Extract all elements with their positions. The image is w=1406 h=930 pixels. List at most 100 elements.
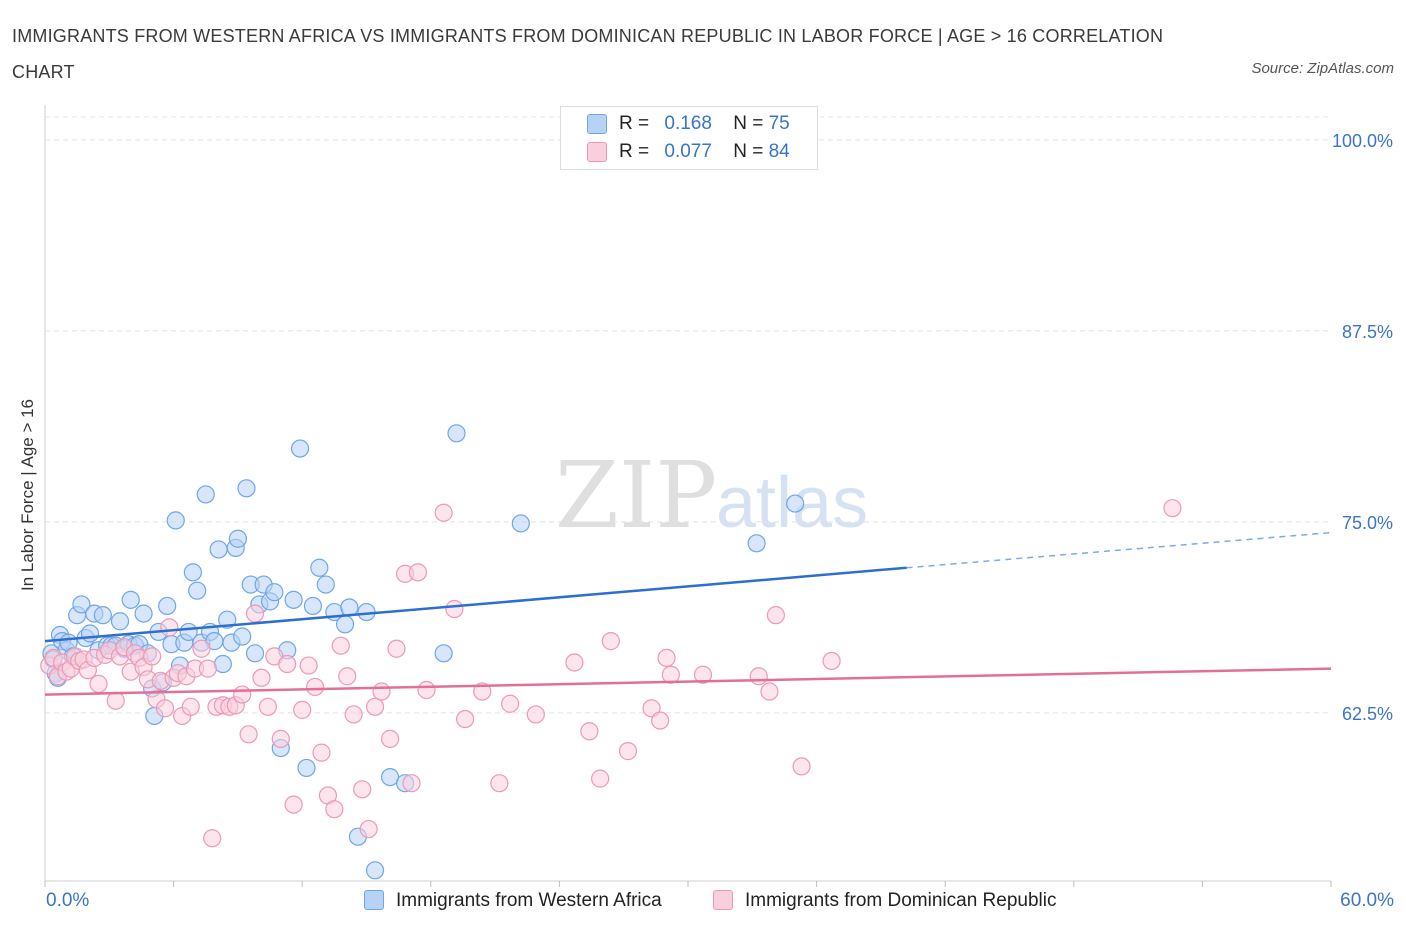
point-dominican-republic: [434, 503, 453, 522]
point-dominican-republic: [651, 711, 670, 730]
point-western-africa: [245, 644, 265, 663]
point-dominican-republic: [271, 729, 290, 748]
point-western-africa: [434, 644, 453, 663]
legend-r-value: 0.168: [664, 113, 712, 134]
point-dominican-republic: [501, 694, 520, 713]
point-dominican-republic: [473, 682, 492, 701]
legend-r-label: R =: [619, 141, 650, 162]
point-dominican-republic: [657, 648, 676, 668]
watermark: ZIP atlas: [555, 442, 868, 549]
legend-n-label: N =: [733, 113, 764, 134]
y-tick-labels: 100.0% 87.5% 75.0% 62.5%: [1332, 131, 1393, 724]
point-western-africa: [297, 758, 316, 778]
point-dominican-republic: [408, 563, 428, 582]
point-dominican-republic: [160, 618, 179, 637]
point-western-africa: [335, 615, 355, 634]
point-western-africa: [290, 439, 310, 458]
point-western-africa: [786, 494, 805, 513]
point-western-africa: [218, 610, 237, 629]
y-tick-label: 75.0%: [1342, 513, 1393, 533]
point-western-africa: [72, 595, 91, 614]
legend-n-value: 75: [768, 113, 790, 134]
y-tick-label: 100.0%: [1332, 131, 1393, 151]
point-dominican-republic: [331, 636, 350, 655]
point-dominican-republic: [252, 668, 271, 687]
data-points: [40, 424, 1182, 880]
point-western-africa: [365, 861, 385, 880]
point-western-africa: [310, 558, 329, 577]
point-western-africa: [303, 596, 323, 616]
point-dominican-republic: [693, 665, 713, 684]
point-dominican-republic: [203, 829, 222, 848]
y-tick-label: 62.5%: [1342, 704, 1393, 724]
point-western-africa: [188, 581, 207, 600]
point-dominican-republic: [143, 647, 162, 666]
point-western-africa: [93, 606, 112, 625]
source-label: Source: ZipAtlas.com: [1251, 60, 1394, 77]
legend-swatch-western-africa: [587, 114, 607, 134]
point-dominican-republic: [233, 685, 252, 704]
point-western-africa: [511, 514, 530, 533]
x-tick-label-min: 0.0%: [46, 890, 90, 911]
point-dominican-republic: [312, 743, 331, 762]
point-dominican-republic: [822, 651, 841, 671]
bottom-legend-dominican-republic: Immigrants from Dominican Republic: [713, 890, 1057, 914]
point-dominican-republic: [1163, 499, 1182, 518]
point-dominican-republic: [239, 725, 258, 744]
point-dominican-republic: [380, 729, 400, 748]
point-dominican-republic: [490, 774, 509, 793]
point-western-africa: [183, 563, 202, 582]
bottom-legend-swatch-western-africa: [364, 890, 384, 910]
legend-swatch-dominican-republic: [587, 142, 607, 162]
point-dominican-republic: [455, 709, 475, 729]
point-dominican-republic: [245, 604, 265, 623]
bottom-legend-label-western-africa: Immigrants from Western Africa: [396, 890, 662, 911]
point-dominican-republic: [661, 665, 680, 684]
point-western-africa: [265, 583, 284, 602]
chart-title: IMMIGRANTS FROM WESTERN AFRICA VS IMMIGR…: [12, 26, 1164, 82]
point-dominican-republic: [284, 795, 303, 814]
legend-r-value: 0.077: [664, 141, 712, 162]
point-western-africa: [121, 590, 140, 609]
point-dominican-republic: [445, 599, 464, 619]
point-dominican-republic: [749, 667, 768, 686]
point-dominican-republic: [402, 774, 421, 793]
axes: [44, 105, 1332, 887]
y-tick-label: 87.5%: [1342, 322, 1393, 342]
point-western-africa: [80, 624, 100, 643]
point-dominican-republic: [591, 769, 610, 788]
point-dominican-republic: [258, 697, 278, 716]
point-dominican-republic: [760, 682, 779, 701]
point-dominican-republic: [792, 757, 811, 776]
point-dominican-republic: [192, 639, 211, 658]
point-western-africa: [134, 604, 153, 623]
point-western-africa: [158, 596, 177, 616]
point-western-africa: [110, 612, 130, 631]
point-western-africa: [233, 627, 252, 646]
point-dominican-republic: [372, 682, 391, 701]
point-western-africa: [284, 590, 303, 609]
point-dominican-republic: [353, 780, 372, 799]
bottom-legend-swatch-dominican-republic: [713, 890, 733, 910]
trend-lines: [44, 531, 1332, 696]
point-dominican-republic: [565, 653, 584, 672]
point-dominican-republic: [387, 639, 406, 658]
legend-r-label: R =: [619, 113, 650, 134]
legend: R = 0.168 N = 75 R = 0.077 N = 84: [560, 106, 818, 170]
point-dominican-republic: [155, 699, 175, 718]
point-dominican-republic: [601, 632, 620, 651]
point-western-africa: [747, 534, 766, 553]
point-dominican-republic: [526, 705, 545, 724]
trend-line-western-africa-extension: [906, 531, 1332, 569]
point-western-africa: [316, 575, 335, 594]
point-dominican-republic: [181, 697, 200, 716]
point-dominican-republic: [766, 606, 785, 625]
legend-n-label: N =: [733, 141, 764, 162]
point-dominican-republic: [89, 674, 108, 693]
trend-line-dominican-republic: [44, 667, 1332, 696]
trend-line-western-africa: [44, 566, 907, 643]
bottom-legend-label-dominican-republic: Immigrants from Dominican Republic: [745, 890, 1057, 911]
point-western-africa: [237, 479, 256, 498]
point-dominican-republic: [299, 656, 318, 675]
point-dominican-republic: [344, 705, 363, 724]
